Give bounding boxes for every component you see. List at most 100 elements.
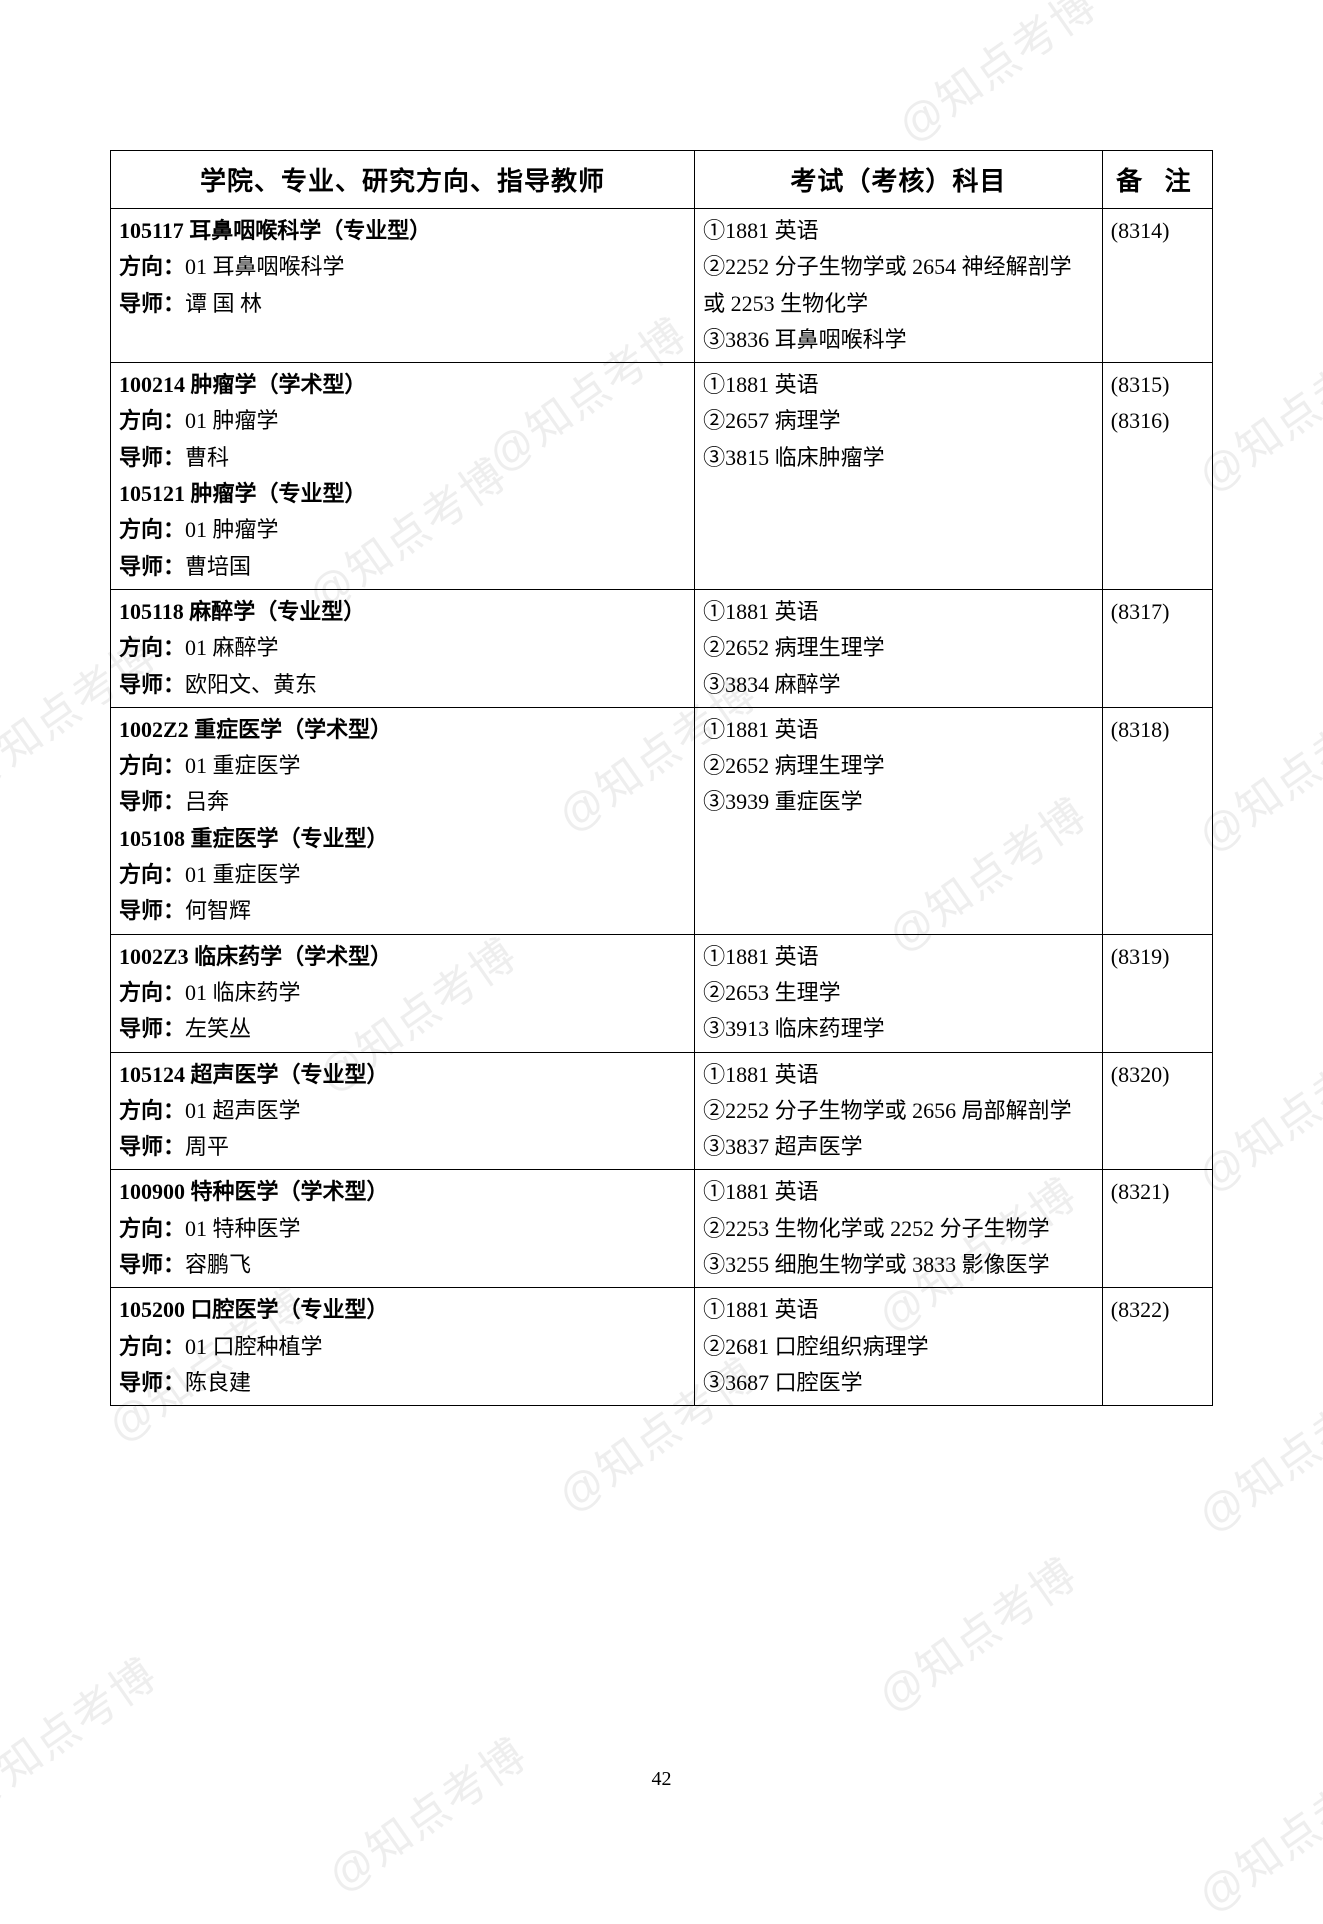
program-line: 105118 麻醉学（专业型） (119, 594, 686, 630)
exam-line: 或 2253 生物化学 (703, 286, 1094, 322)
program-line: 105108 重症医学（专业型） (119, 821, 686, 857)
program-line: 方向：01 肿瘤学 (119, 512, 686, 548)
table-row: 100900 特种医学（学术型）方向：01 特种医学导师：容鹏飞①1881 英语… (111, 1170, 1213, 1288)
exam-line: ③3255 细胞生物学或 3833 影像医学 (703, 1247, 1094, 1283)
remark-code: (8314) (1111, 213, 1204, 249)
field-value: 01 重症医学 (185, 753, 301, 778)
watermark: @知点考博 (0, 1640, 168, 1825)
program-line: 导师：吕奔 (119, 784, 686, 820)
cell-exam-subjects: ①1881 英语②2657 病理学③3815 临床肿瘤学 (695, 363, 1103, 590)
exam-line: ①1881 英语 (703, 367, 1094, 403)
field-label: 导师： (119, 789, 185, 814)
cell-program: 105117 耳鼻咽喉科学（专业型）方向：01 耳鼻咽喉科学导师：谭 国 林 (111, 209, 695, 363)
program-line: 105117 耳鼻咽喉科学（专业型） (119, 213, 686, 249)
cell-exam-subjects: ①1881 英语②2652 病理生理学③3939 重症医学 (695, 707, 1103, 934)
cell-program: 1002Z3 临床药学（学术型）方向：01 临床药学导师：左笑丛 (111, 934, 695, 1052)
header-col3: 备 注 (1102, 151, 1212, 209)
exam-line: ①1881 英语 (703, 1174, 1094, 1210)
remark-code: (8320) (1111, 1057, 1204, 1093)
remark-code: (8318) (1111, 712, 1204, 748)
page-number: 42 (0, 1768, 1323, 1791)
field-label: 方向： (119, 254, 185, 279)
exam-line: ③3836 耳鼻咽喉科学 (703, 322, 1094, 358)
field-label: 导师： (119, 1252, 185, 1277)
exam-line: ①1881 英语 (703, 1057, 1094, 1093)
program-line: 导师：曹培国 (119, 549, 686, 585)
field-label: 导师： (119, 898, 185, 923)
cell-exam-subjects: ①1881 英语②2653 生理学③3913 临床药理学 (695, 934, 1103, 1052)
exam-line: ③3837 超声医学 (703, 1129, 1094, 1165)
program-line: 导师：曹科 (119, 440, 686, 476)
exam-line: ①1881 英语 (703, 213, 1094, 249)
field-label: 导师： (119, 672, 185, 697)
field-label: 导师： (119, 1016, 185, 1041)
table-row: 100214 肿瘤学（学术型）方向：01 肿瘤学导师：曹科105121 肿瘤学（… (111, 363, 1213, 590)
field-value: 周平 (185, 1134, 229, 1159)
program-line: 方向：01 超声医学 (119, 1093, 686, 1129)
cell-program: 100900 特种医学（学术型）方向：01 特种医学导师：容鹏飞 (111, 1170, 695, 1288)
field-value: 01 肿瘤学 (185, 408, 279, 433)
field-label: 导师： (119, 554, 185, 579)
exam-line: ②2252 分子生物学或 2654 神经解剖学 (703, 249, 1094, 285)
field-value: 何智辉 (185, 898, 251, 923)
table-row: 105117 耳鼻咽喉科学（专业型）方向：01 耳鼻咽喉科学导师：谭 国 林①1… (111, 209, 1213, 363)
table-row: 1002Z2 重症医学（学术型）方向：01 重症医学导师：吕奔105108 重症… (111, 707, 1213, 934)
field-value: 左笑丛 (185, 1016, 251, 1041)
cell-remark: (8315)(8316) (1102, 363, 1212, 590)
field-label: 方向： (119, 408, 185, 433)
table-row: 105200 口腔医学（专业型）方向：01 口腔种植学导师：陈良建①1881 英… (111, 1288, 1213, 1406)
cell-remark: (8320) (1102, 1052, 1212, 1170)
program-line: 导师：陈良建 (119, 1365, 686, 1401)
program-line: 导师：何智辉 (119, 893, 686, 929)
exam-line: ①1881 英语 (703, 594, 1094, 630)
field-label: 导师： (119, 291, 185, 316)
remark-code: (8315) (1111, 367, 1204, 403)
exam-line: ①1881 英语 (703, 712, 1094, 748)
program-line: 方向：01 特种医学 (119, 1211, 686, 1247)
exam-line: ③3939 重症医学 (703, 784, 1094, 820)
field-value: 曹科 (185, 445, 229, 470)
program-line: 105124 超声医学（专业型） (119, 1057, 686, 1093)
program-line: 方向：01 肿瘤学 (119, 403, 686, 439)
remark-code: (8317) (1111, 594, 1204, 630)
exam-line: ②2657 病理学 (703, 403, 1094, 439)
cell-program: 1002Z2 重症医学（学术型）方向：01 重症医学导师：吕奔105108 重症… (111, 707, 695, 934)
field-value: 01 口腔种植学 (185, 1334, 323, 1359)
field-value: 01 特种医学 (185, 1216, 301, 1241)
cell-program: 105200 口腔医学（专业型）方向：01 口腔种植学导师：陈良建 (111, 1288, 695, 1406)
exam-line: ②2681 口腔组织病理学 (703, 1329, 1094, 1365)
header-col1: 学院、专业、研究方向、指导教师 (111, 151, 695, 209)
program-line: 方向：01 临床药学 (119, 975, 686, 1011)
field-label: 导师： (119, 445, 185, 470)
field-label: 方向： (119, 1216, 185, 1241)
table-header-row: 学院、专业、研究方向、指导教师 考试（考核）科目 备 注 (111, 151, 1213, 209)
field-value: 欧阳文、黄东 (185, 672, 317, 697)
exam-line: ②2252 分子生物学或 2656 局部解剖学 (703, 1093, 1094, 1129)
watermark: @知点考博 (313, 1720, 539, 1905)
program-line: 1002Z2 重症医学（学术型） (119, 712, 686, 748)
table-row: 105118 麻醉学（专业型）方向：01 麻醉学导师：欧阳文、黄东 ①1881 英… (111, 589, 1213, 707)
cell-remark: (8322) (1102, 1288, 1212, 1406)
program-line: 100214 肿瘤学（学术型） (119, 367, 686, 403)
field-value: 01 肿瘤学 (185, 517, 279, 542)
catalog-table: 学院、专业、研究方向、指导教师 考试（考核）科目 备 注 105117 耳鼻咽喉… (110, 150, 1213, 1406)
program-line: 105121 肿瘤学（专业型） (119, 476, 686, 512)
program-line: 方向：01 重症医学 (119, 857, 686, 893)
field-value: 01 重症医学 (185, 862, 301, 887)
exam-line: ②2253 生物化学或 2252 分子生物学 (703, 1211, 1094, 1247)
program-line: 100900 特种医学（学术型） (119, 1174, 686, 1210)
exam-line: ②2653 生理学 (703, 975, 1094, 1011)
table-row: 1002Z3 临床药学（学术型）方向：01 临床药学导师：左笑丛①1881 英语… (111, 934, 1213, 1052)
cell-remark: (8321) (1102, 1170, 1212, 1288)
program-line: 方向：01 麻醉学 (119, 630, 686, 666)
field-value: 吕奔 (185, 789, 229, 814)
cell-remark: (8318) (1102, 707, 1212, 934)
remark-code: (8316) (1111, 403, 1204, 439)
remark-code: (8319) (1111, 939, 1204, 975)
field-label: 方向： (119, 1334, 185, 1359)
cell-program: 100214 肿瘤学（学术型）方向：01 肿瘤学导师：曹科105121 肿瘤学（… (111, 363, 695, 590)
program-line: 导师：谭 国 林 (119, 286, 686, 322)
cell-exam-subjects: ①1881 英语②2652 病理生理学③3834 麻醉学 (695, 589, 1103, 707)
program-line: 方向：01 口腔种植学 (119, 1329, 686, 1365)
field-label: 方向： (119, 1098, 185, 1123)
